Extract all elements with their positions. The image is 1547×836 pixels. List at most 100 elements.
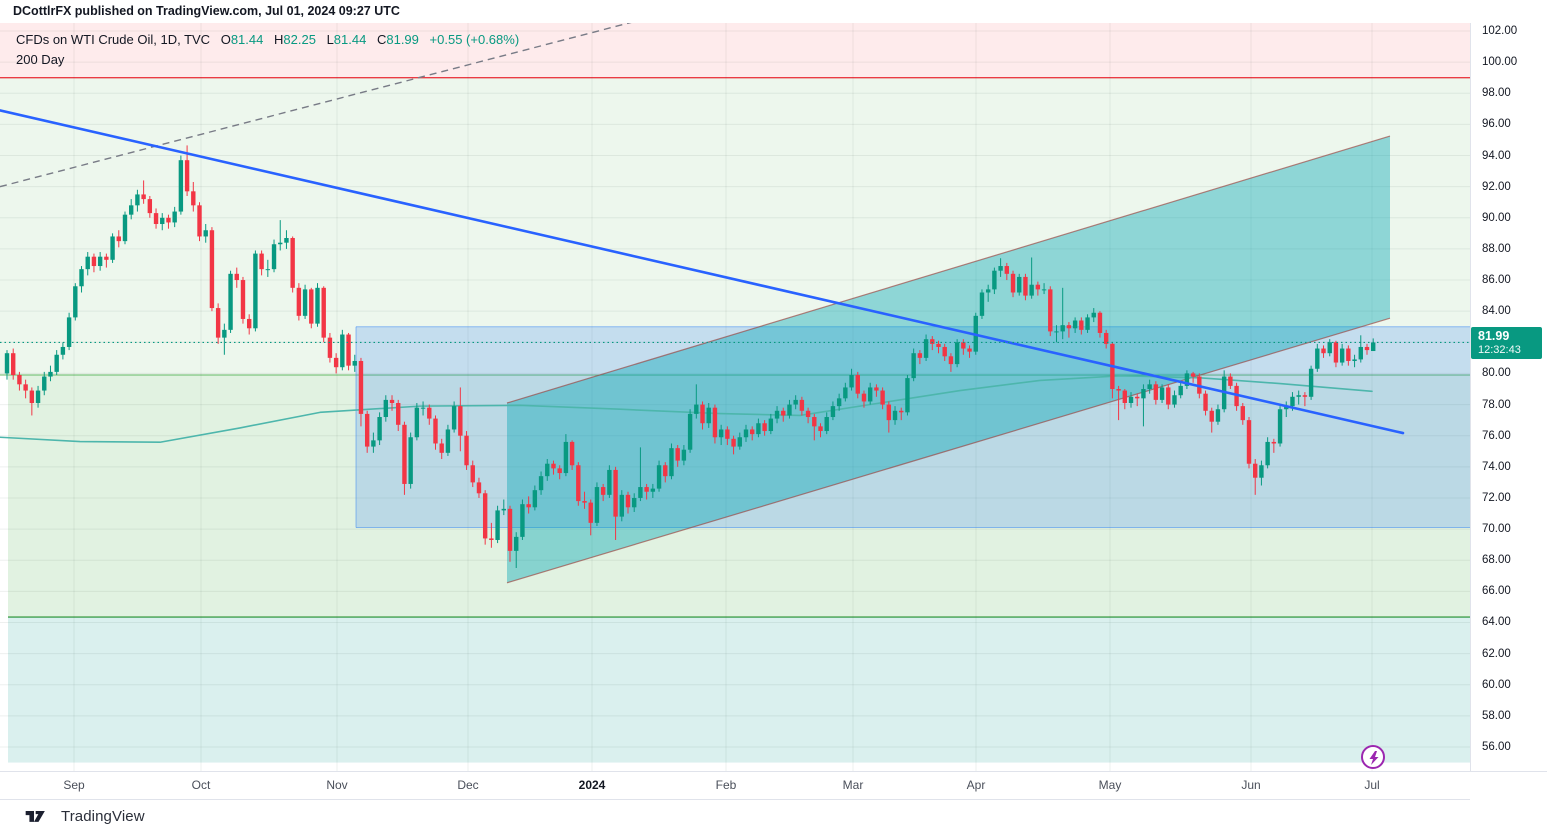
candle-body: [656, 465, 662, 489]
price-tick-label: 92.00: [1482, 180, 1511, 193]
candle-body: [1371, 342, 1376, 352]
candle-body: [619, 494, 624, 517]
candle-body: [787, 404, 792, 416]
time-tick-label: Oct: [191, 778, 211, 792]
candle-body: [669, 448, 674, 477]
candle-body: [290, 238, 295, 288]
candle-body: [302, 289, 308, 316]
descending-blue-trendline: [0, 109, 1405, 435]
axis-corner: [1470, 771, 1547, 800]
candle-body: [706, 407, 711, 424]
candle-body: [215, 308, 221, 338]
candle-body: [1010, 273, 1016, 293]
price-axis[interactable]: 81.99 12:32:43 102.00 100.00 98.00 96.00 94.…: [1470, 23, 1547, 771]
candle-body: [420, 407, 426, 409]
candle-body: [756, 423, 761, 435]
candle-body: [650, 488, 656, 492]
candle-body: [203, 230, 208, 237]
candle-body: [271, 244, 277, 270]
candle-body: [694, 404, 699, 414]
candle-body: [1153, 384, 1159, 400]
candle-body: [222, 329, 227, 338]
time-tick-label: Jul: [1364, 778, 1380, 792]
candle-body: [880, 390, 885, 405]
candle-body: [66, 317, 72, 347]
time-axis[interactable]: Sep Oct Nov Dec 2024 Feb Mar Apr May Jun Jul: [0, 771, 1470, 800]
candle-body: [1296, 395, 1301, 397]
lightning-icon[interactable]: [1361, 745, 1385, 769]
candle-body: [538, 476, 544, 491]
candle-body: [1072, 320, 1078, 329]
candle-body: [209, 230, 215, 309]
price-tick-label: 86.00: [1482, 274, 1511, 287]
lightning-bolt-glyph: [1369, 751, 1379, 765]
candle-body: [1327, 342, 1332, 354]
candle-body: [712, 407, 718, 438]
candle-body: [681, 449, 687, 461]
candle-body: [278, 242, 283, 245]
candle-body: [160, 217, 165, 225]
price-tick-label: 64.00: [1482, 616, 1511, 629]
candle-body: [234, 273, 239, 281]
ma-200-label[interactable]: 200 Day: [16, 52, 65, 67]
time-tick-label: Mar: [842, 778, 864, 792]
upper-green-zone: [0, 77, 1470, 375]
candle-body: [731, 438, 736, 447]
time-tick-label: Jun: [1241, 778, 1261, 792]
candle-body: [495, 510, 500, 540]
ascending-channel: [507, 136, 1390, 583]
footer: TradingView: [0, 799, 1547, 836]
candle-body: [1321, 348, 1326, 354]
candle-body: [923, 339, 929, 358]
candle-body: [1190, 373, 1196, 377]
price-tick-label: 70.00: [1482, 523, 1511, 536]
candle-body: [489, 538, 494, 540]
candle-body: [445, 429, 451, 453]
price-tick-label: 66.00: [1482, 585, 1511, 598]
candle-body: [1060, 325, 1065, 332]
resistance-zone: [0, 23, 1470, 78]
candle-body: [532, 490, 538, 508]
candle-body: [1091, 312, 1096, 318]
candle-body: [17, 374, 22, 385]
candle-body: [1029, 284, 1034, 296]
tradingview-logo[interactable]: TradingView: [24, 807, 145, 825]
candle-body: [476, 482, 482, 494]
candle-body: [1364, 346, 1370, 351]
candle-body: [371, 440, 376, 447]
price-chart-canvas[interactable]: [0, 23, 1470, 771]
candle-body: [1054, 331, 1059, 333]
candle-body: [110, 236, 115, 260]
candle-body: [1166, 387, 1171, 405]
candle-body: [482, 493, 488, 539]
candle-body: [954, 342, 960, 365]
chart-legend[interactable]: CFDs on WTI Crude Oil, 1D, TVC O81.44 H8…: [16, 32, 519, 67]
publish-text: DCottlrFX published on TradingView.com, …: [13, 4, 400, 18]
candle-body: [644, 487, 649, 492]
symbol-legend-row[interactable]: CFDs on WTI Crude Oil, 1D, TVC O81.44 H8…: [16, 32, 519, 47]
teal-support-zone: [8, 617, 1470, 763]
candle-body: [42, 376, 47, 391]
candle-body: [1277, 409, 1283, 444]
candle-body: [886, 404, 892, 421]
candle-body: [184, 160, 190, 192]
candle-body: [582, 501, 587, 503]
candle-body: [315, 287, 320, 324]
candle-body: [1159, 387, 1165, 400]
candle-body: [35, 390, 41, 404]
candle-body: [1085, 317, 1090, 330]
indicator-legend-row[interactable]: 200 Day: [16, 52, 519, 67]
candle-body: [1271, 441, 1277, 444]
candle-body: [414, 407, 420, 438]
symbol-title[interactable]: CFDs on WTI Crude Oil, 1D, TVC: [16, 32, 211, 47]
candle-body: [607, 469, 612, 495]
candle-body: [1259, 465, 1264, 478]
candle-body: [79, 269, 84, 287]
candle-body: [594, 487, 600, 523]
price-tick-label: 74.00: [1482, 460, 1511, 473]
candle-body: [687, 413, 693, 450]
candle-body: [781, 410, 786, 416]
candle-body: [824, 417, 829, 432]
price-tick-label: 102.00: [1482, 25, 1518, 37]
price-tick-label: 100.00: [1482, 56, 1518, 69]
